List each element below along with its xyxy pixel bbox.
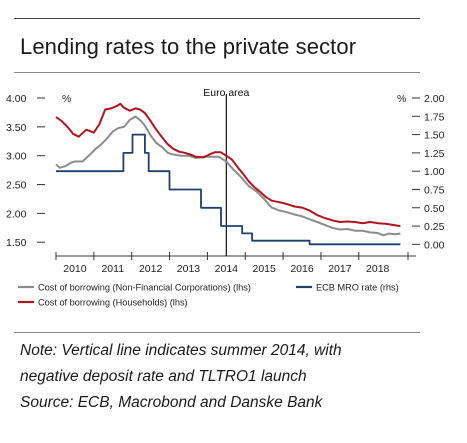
left-axis-tick-label: 3.50: [6, 122, 27, 134]
chart-title: Lending rates to the private sector: [20, 34, 357, 59]
left-axis-tick-label: 2.50: [6, 180, 27, 192]
title-divider: [14, 72, 420, 73]
left-axis-tick-label: 2.00: [6, 208, 27, 220]
right-axis-tick-label: 0.50: [424, 203, 445, 215]
chart-note: Note: Vertical line indicates summer 201…: [20, 338, 460, 416]
x-axis-tick-label: 2018: [366, 263, 390, 275]
right-axis-tick-label: 1.25: [424, 148, 445, 160]
series-line-corporations: [55, 115, 401, 237]
right-axis-tick-label: 0.25: [424, 221, 445, 233]
left-axis-tick-label: 4.00: [6, 93, 27, 105]
top-rule: [14, 18, 420, 19]
legend-label-households: Cost of borrowing (Households) (lhs): [38, 298, 188, 308]
source-line: Source: ECB, Macrobond and Danske Bank: [20, 394, 323, 411]
left-axis-tick-label: 1.50: [6, 237, 27, 249]
series-line-mro: [56, 133, 401, 246]
x-axis-tick-label: 2010: [63, 263, 87, 275]
note-line-2: negative deposit rate and TLTRO1 launch: [20, 368, 307, 385]
x-axis-tick-label: 2014: [215, 263, 239, 275]
legend-label-mro: ECB MRO rate (rhs): [316, 283, 399, 293]
left-axis-tick-label: 3.00: [6, 151, 27, 163]
right-axis-tick-label: 1.75: [424, 111, 445, 123]
right-axis-unit: %: [397, 93, 406, 105]
x-axis-tick-label: 2015: [252, 263, 276, 275]
event-line-label: Euro area: [203, 87, 249, 99]
x-axis-tick-label: 2016: [290, 263, 314, 275]
right-axis-tick-label: 0.00: [424, 239, 445, 251]
note-line-1: Note: Vertical line indicates summer 201…: [20, 342, 342, 359]
note-divider: [14, 332, 420, 333]
right-axis-tick-label: 2.00: [424, 93, 445, 105]
right-axis-tick-label: 1.00: [424, 166, 445, 178]
x-axis-tick-label: 2011: [101, 263, 124, 275]
line-chart: 4.00 3.50 3.00 2.50 2.00 1.50% 2.00 1.75 1.50 1.2…: [6, 87, 445, 308]
x-axis-tick-label: 2013: [177, 263, 201, 275]
left-axis-unit: %: [62, 93, 71, 105]
x-axis-tick-label: 2012: [139, 263, 163, 275]
x-axis-tick-label: 2017: [328, 263, 352, 275]
right-axis-tick-label: 1.50: [424, 130, 445, 142]
right-axis-tick-label: 0.75: [424, 184, 445, 196]
legend-label-corporations: Cost of borrowing (Non-Financial Corpora…: [38, 283, 251, 293]
series-line-households: [55, 102, 401, 228]
